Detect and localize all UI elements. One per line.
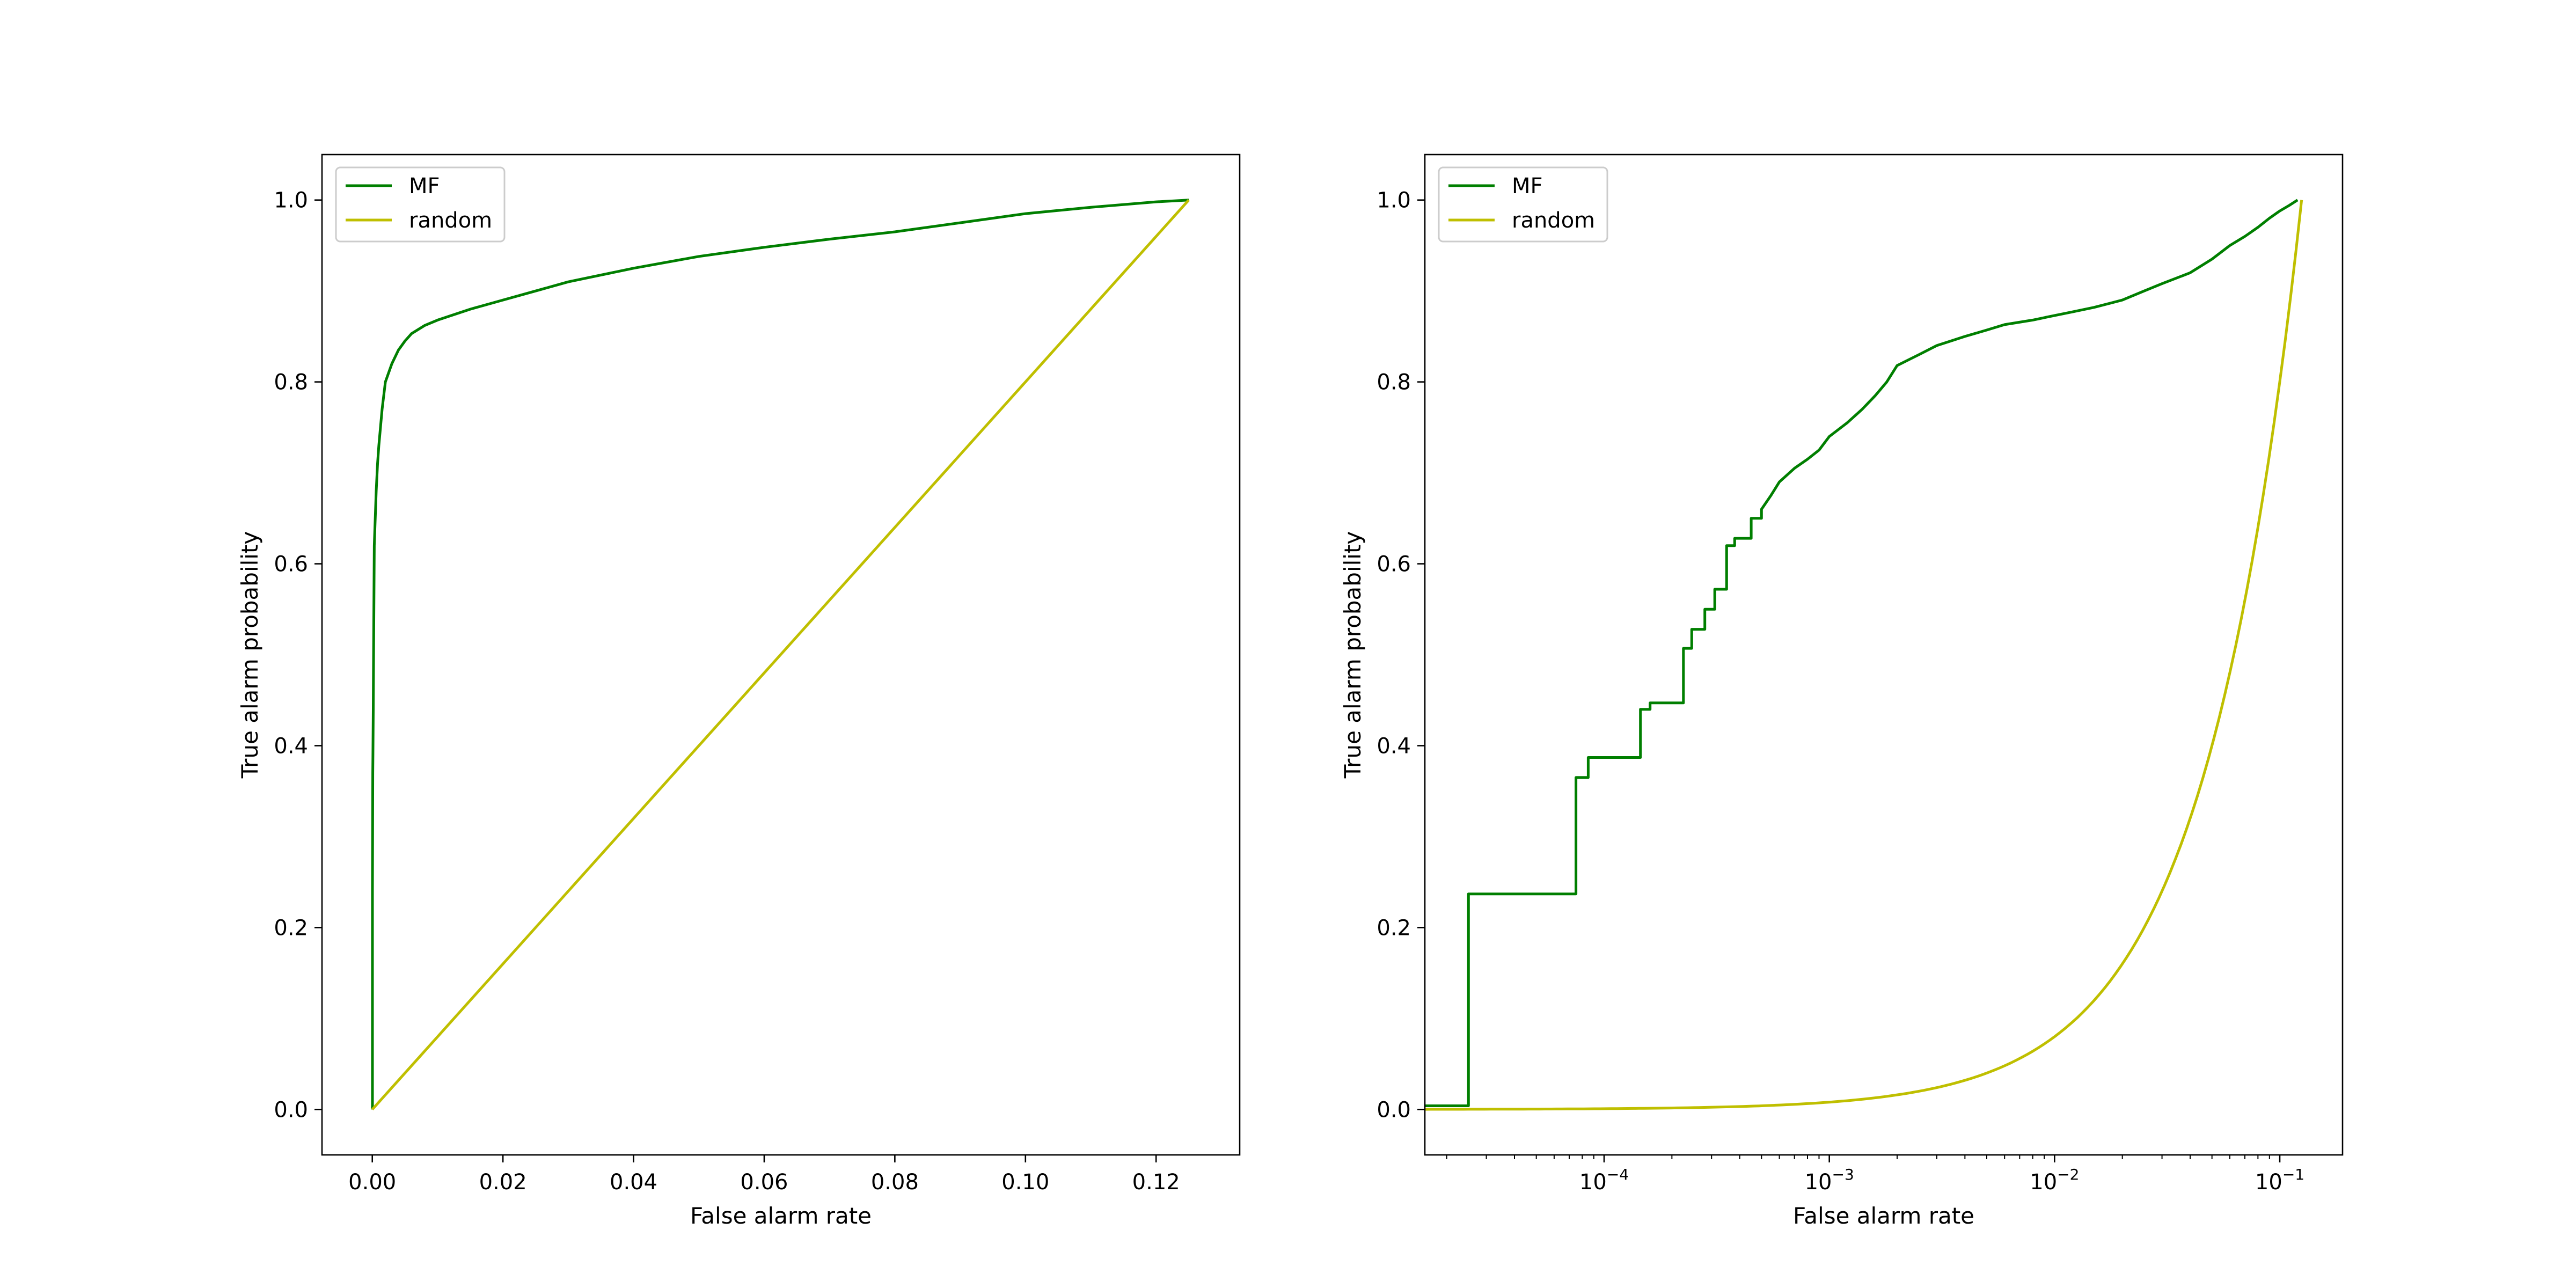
x-tick-label: 0.00 — [348, 1170, 396, 1195]
legend-random-label: random — [1512, 208, 1595, 233]
y-tick-label: 0.4 — [274, 734, 308, 758]
series-layer — [371, 199, 1190, 1110]
x-axis-ticks: 10−4 10−3 10−2 10−1 — [1446, 1155, 2304, 1195]
y-tick-label: 0.8 — [274, 370, 308, 395]
x-axis-label: False alarm rate — [1793, 1203, 1974, 1229]
y-tick-label: 0.2 — [274, 916, 308, 940]
y-tick-label: 0.2 — [1377, 916, 1411, 940]
legend: MF random — [1438, 166, 1608, 243]
x-tick-label: 0.06 — [740, 1170, 788, 1195]
y-tick-label: 1.0 — [274, 188, 308, 213]
y-tick-label: 0.0 — [1377, 1097, 1411, 1122]
x-tick-label: 0.08 — [871, 1170, 919, 1195]
y-axis-ticks: 0.0 0.2 0.4 0.6 0.8 1.0 — [274, 188, 322, 1122]
roc-plot-linear: 0.00 0.02 0.04 0.06 0.08 0.10 0.12 0.00.20.40.… — [237, 153, 1241, 1229]
roc-plot-log: 10−4 10−3 10−2 10−1 0.0 0.2 0.4 0.6 0.8 1.0 Fals… — [1340, 153, 2344, 1229]
legend-mf-label: MF — [409, 174, 440, 199]
series-mf-line — [1425, 199, 2299, 1107]
y-tick-label: 0.4 — [1377, 734, 1411, 758]
y-tick-label: 1.0 — [1377, 188, 1411, 213]
y-axis-label: True alarm probability — [237, 531, 263, 779]
axes-frame — [1424, 153, 2344, 1156]
y-tick-label: 0.0 — [274, 1097, 308, 1122]
x-tick-label: 10−2 — [2030, 1166, 2079, 1195]
x-axis-ticks: 0.00 0.02 0.04 0.06 0.08 0.10 0.12 — [348, 1155, 1180, 1195]
legend: MF random — [335, 166, 506, 243]
legend-random-label: random — [409, 208, 492, 233]
y-tick-label: 0.6 — [274, 552, 308, 577]
legend-mf-label: MF — [1512, 174, 1543, 199]
axes-frame — [321, 153, 1241, 1156]
y-tick-label: 0.6 — [1377, 552, 1411, 577]
series-random-line — [1425, 200, 2303, 1111]
y-tick-label: 0.8 — [1377, 370, 1411, 395]
y-axis-label: True alarm probability — [1340, 531, 1366, 779]
x-tick-label: 0.10 — [1001, 1170, 1049, 1195]
series-layer — [1425, 199, 2303, 1111]
series-random-line — [371, 199, 1190, 1110]
x-axis-label: False alarm rate — [690, 1203, 872, 1229]
x-tick-label: 10−1 — [2255, 1166, 2304, 1195]
x-tick-label: 0.12 — [1132, 1170, 1180, 1195]
y-axis-ticks: 0.0 0.2 0.4 0.6 0.8 1.0 — [1377, 188, 1425, 1122]
x-tick-label: 10−4 — [1579, 1166, 1629, 1195]
x-tick-label: 10−3 — [1805, 1166, 1854, 1195]
x-tick-label: 0.04 — [610, 1170, 657, 1195]
series-mf-line — [371, 199, 1189, 1110]
x-tick-label: 0.02 — [479, 1170, 527, 1195]
